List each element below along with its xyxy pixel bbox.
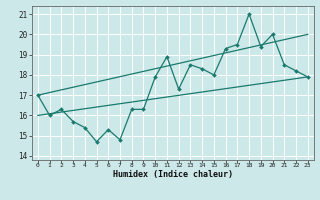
X-axis label: Humidex (Indice chaleur): Humidex (Indice chaleur) <box>113 170 233 179</box>
